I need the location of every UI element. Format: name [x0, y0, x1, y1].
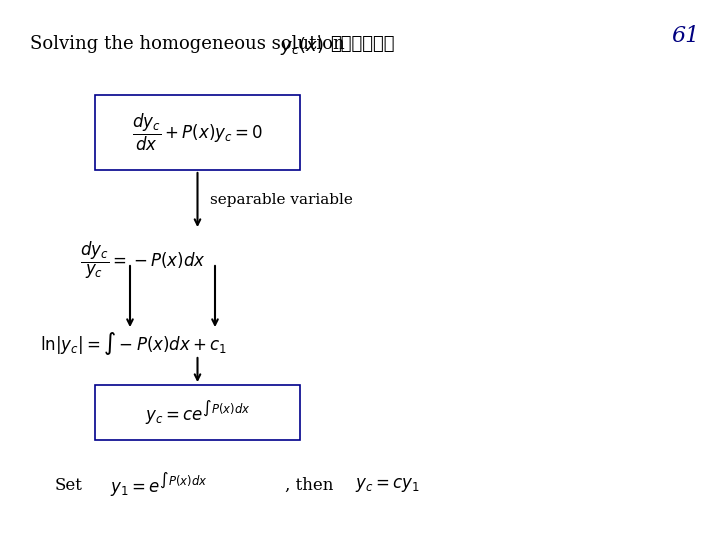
Text: $y_c = ce^{\int P(x)dx}$: $y_c = ce^{\int P(x)dx}$	[145, 399, 251, 427]
Text: $\dfrac{dy_c}{y_c} = -P(x)dx$: $\dfrac{dy_c}{y_c} = -P(x)dx$	[80, 240, 206, 281]
Text: , then: , then	[285, 476, 333, 494]
Text: $y_1 = e^{\int P(x)dx}$: $y_1 = e^{\int P(x)dx}$	[110, 471, 207, 499]
Text: $\dfrac{dy_c}{dx} + P(x)y_c = 0$: $\dfrac{dy_c}{dx} + P(x)y_c = 0$	[132, 112, 263, 153]
Bar	[95, 95, 300, 170]
Text: （子問題一）: （子問題一）	[330, 35, 395, 53]
Text: $y_c = cy_1$: $y_c = cy_1$	[355, 476, 420, 494]
Bar	[95, 385, 300, 440]
Text: separable variable: separable variable	[210, 193, 352, 207]
Text: $y_c(x)$: $y_c(x)$	[280, 35, 324, 57]
Text: $\ln|y_c| = \int -P(x)dx + c_1$: $\ln|y_c| = \int -P(x)dx + c_1$	[40, 330, 228, 357]
Text: Solving the homogeneous solution: Solving the homogeneous solution	[30, 35, 351, 53]
Text: Set: Set	[55, 476, 83, 494]
Text: 61: 61	[672, 25, 700, 47]
